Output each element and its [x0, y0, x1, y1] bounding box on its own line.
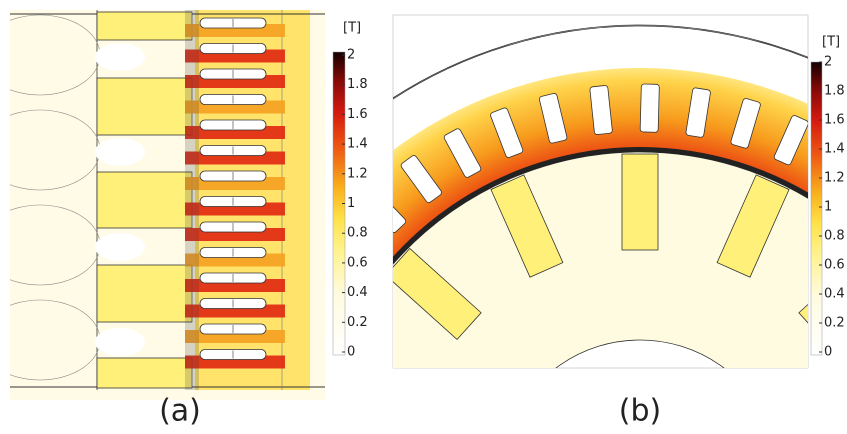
colorbar-tick-label: 1.6 [824, 113, 845, 128]
magnet [96, 357, 193, 389]
colorbar-tick-label: 0.8 [824, 229, 845, 244]
colorbar-tick-label: 1.6 [347, 107, 368, 122]
colorbar-unit: [T] [822, 35, 840, 50]
colorbar-tick-label: 1 [824, 200, 832, 215]
magnet [96, 77, 193, 136]
panel-label: (b) [619, 394, 661, 429]
field-map-a [10, 10, 325, 400]
colorbar-tick-label: 1.8 [824, 84, 845, 99]
colorbar-tick-label: 1.8 [347, 77, 368, 92]
colorbar-tick-label: 1.2 [824, 171, 845, 186]
hot-zone [95, 328, 145, 356]
slot [539, 93, 568, 144]
colorbar-tick-label: 2 [824, 55, 832, 70]
colorbar-tick-label: 1.4 [824, 142, 845, 157]
colorbar-tick-label: 0.6 [824, 258, 845, 273]
magnet [490, 174, 564, 278]
colorbar-tick-label: 0 [824, 345, 832, 360]
hot-zone [95, 43, 145, 71]
colorbar-tick-label: 2 [347, 48, 355, 63]
slot [443, 128, 482, 178]
slot [639, 83, 660, 133]
colorbar-tick-label: 0.4 [347, 285, 368, 300]
magnet [96, 11, 193, 41]
magnet [393, 361, 428, 368]
hot-zone [95, 138, 145, 166]
colorbar-tick-label: 0.4 [824, 287, 845, 302]
magnet [716, 174, 790, 278]
magnet [96, 264, 193, 323]
magnet [393, 247, 482, 341]
field-map-b [393, 24, 808, 368]
colorbar-tick-label: 1.2 [347, 166, 368, 181]
slot [730, 98, 761, 149]
colorbar-tick-label: 1.4 [347, 137, 368, 152]
colorbar-tick-label: 1 [347, 196, 355, 211]
rotor [393, 151, 808, 368]
colorbar-tick-label: 0.2 [347, 315, 368, 330]
colorbar-b [810, 61, 823, 356]
colorbar-tick-label: 0.6 [347, 255, 368, 270]
colorbar-tick-label: 0.2 [824, 316, 845, 331]
slot [400, 155, 442, 203]
slot [589, 85, 613, 135]
magnet [621, 153, 659, 251]
slot [685, 87, 711, 138]
outer-arc [393, 24, 808, 100]
hot-zone [95, 233, 145, 261]
colorbar-tick-label: 0 [347, 345, 355, 360]
slot [773, 115, 808, 166]
panel-label: (a) [159, 394, 201, 429]
slot [490, 107, 524, 158]
magnet [96, 171, 193, 229]
slot [393, 187, 407, 233]
colorbar-tick-label: 0.8 [347, 226, 368, 241]
colorbar-unit: [T] [343, 21, 361, 36]
